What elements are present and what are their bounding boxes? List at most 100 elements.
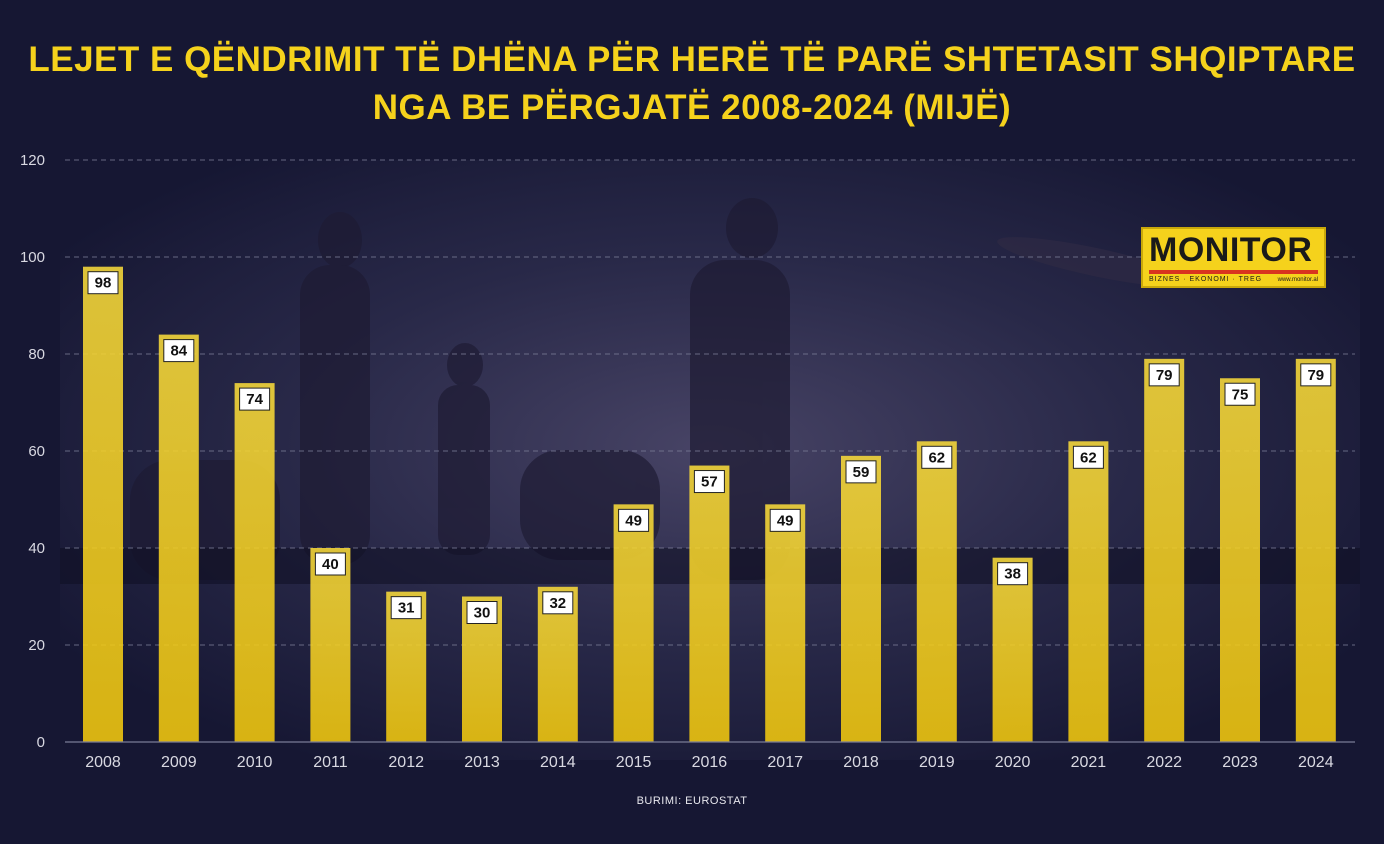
data-label-value: 62 xyxy=(928,449,945,466)
x-tick-label-2017: 2017 xyxy=(767,754,803,771)
bar-2008 xyxy=(83,266,123,742)
y-tick-label: 40 xyxy=(28,540,45,557)
data-label-box xyxy=(1300,363,1332,387)
x-tick-label-2008: 2008 xyxy=(85,754,121,771)
data-label-2020: 38 xyxy=(997,562,1029,586)
data-label-2015: 49 xyxy=(618,508,650,532)
data-label-box xyxy=(769,508,801,532)
data-labels-layer: 98 84 74 40 31 30 32 49 57 49 59 62 38 62 79 75 79 xyxy=(87,271,1332,624)
logo-url: www.monitor.al xyxy=(1277,277,1318,283)
data-label-2008: 98 xyxy=(87,271,119,295)
data-label-box xyxy=(542,591,574,615)
bar-2017 xyxy=(765,504,806,742)
bar-2019 xyxy=(916,441,957,742)
x-tick-label-2009: 2009 xyxy=(161,754,197,771)
bar-2022 xyxy=(1144,358,1185,742)
data-label-2014: 32 xyxy=(542,591,574,615)
data-label-2009: 84 xyxy=(163,339,195,363)
bar-2011 xyxy=(310,548,351,742)
data-label-value: 74 xyxy=(246,391,263,408)
y-tick-label: 60 xyxy=(28,443,45,460)
x-tick-label-2019: 2019 xyxy=(919,754,955,771)
data-label-value: 31 xyxy=(398,600,415,617)
data-label-value: 49 xyxy=(777,512,794,529)
x-tick-label-2010: 2010 xyxy=(237,754,273,771)
x-tick-label-2021: 2021 xyxy=(1071,754,1107,771)
data-label-2010: 74 xyxy=(239,387,271,411)
data-label-2013: 30 xyxy=(466,601,498,624)
x-tick-label-2022: 2022 xyxy=(1146,754,1182,771)
data-label-value: 84 xyxy=(170,343,187,360)
source-note: BURIMI: EUROSTAT xyxy=(636,795,748,807)
data-label-box xyxy=(87,271,119,295)
data-label-box xyxy=(390,596,422,620)
x-tick-label-2016: 2016 xyxy=(692,754,728,771)
data-label-value: 75 xyxy=(1232,386,1249,403)
bar-2021 xyxy=(1068,441,1109,742)
x-tick-label-2012: 2012 xyxy=(388,754,424,771)
data-label-value: 49 xyxy=(625,512,642,529)
data-label-value: 32 xyxy=(549,595,566,612)
bar-2024 xyxy=(1295,358,1336,742)
x-axis: 2008 2009 2010 2011 2012 2013 2014 2015 2016 2017… xyxy=(65,741,1355,771)
data-label-value: 57 xyxy=(701,474,718,491)
bars-layer xyxy=(83,266,1336,742)
data-label-box xyxy=(314,552,346,576)
logo-stripe xyxy=(1149,270,1318,274)
data-label-2016: 57 xyxy=(693,470,725,494)
data-label-value: 59 xyxy=(853,464,870,481)
x-tick-label-2015: 2015 xyxy=(616,754,652,771)
data-label-2023: 75 xyxy=(1224,382,1256,406)
y-tick-label: 0 xyxy=(37,734,45,751)
logo-wordmark: MONITOR xyxy=(1149,231,1313,269)
y-tick-label: 20 xyxy=(28,637,45,654)
data-label-value: 38 xyxy=(1004,566,1021,583)
data-label-box xyxy=(239,387,271,411)
y-axis: 0 20 40 60 80 100 120 xyxy=(20,152,45,751)
y-tick-label: 80 xyxy=(28,346,45,363)
data-label-2021: 62 xyxy=(1072,445,1104,469)
data-label-value: 40 xyxy=(322,556,339,573)
data-label-2011: 40 xyxy=(314,552,346,576)
x-tick-label-2024: 2024 xyxy=(1298,754,1334,771)
bar-2020 xyxy=(992,557,1033,742)
data-label-value: 98 xyxy=(95,275,112,292)
data-label-2018: 59 xyxy=(845,460,877,484)
data-label-box xyxy=(1224,382,1256,406)
data-label-2022: 79 xyxy=(1148,363,1180,387)
x-tick-label-2020: 2020 xyxy=(995,754,1031,771)
data-label-2012: 31 xyxy=(390,596,422,620)
data-label-box xyxy=(1072,445,1104,469)
data-label-box xyxy=(997,562,1029,586)
data-label-value: 30 xyxy=(474,605,491,622)
bar-2009 xyxy=(158,334,199,742)
chart-title-line2: NGA BE PËRGJATË 2008-2024 (MIJË) xyxy=(372,88,1012,127)
bar-2015 xyxy=(613,504,654,742)
x-tick-label-2011: 2011 xyxy=(313,754,348,771)
x-tick-label-2023: 2023 xyxy=(1222,754,1258,771)
y-tick-label: 120 xyxy=(20,152,45,169)
data-label-2017: 49 xyxy=(769,508,801,532)
bar-2010 xyxy=(234,383,275,742)
data-label-box xyxy=(693,470,725,494)
data-label-box xyxy=(163,339,195,363)
bar-2016 xyxy=(689,465,730,742)
data-label-box xyxy=(618,508,650,532)
data-label-box xyxy=(845,460,877,484)
data-label-box xyxy=(466,601,498,624)
y-tick-label: 100 xyxy=(20,249,45,266)
bar-2023 xyxy=(1220,378,1260,742)
chart-title-line1: LEJET E QËNDRIMIT TË DHËNA PËR HERË TË P… xyxy=(28,40,1356,79)
data-label-2024: 79 xyxy=(1300,363,1332,387)
data-label-value: 79 xyxy=(1156,367,1173,384)
data-label-box xyxy=(921,445,953,469)
data-label-2019: 62 xyxy=(921,445,953,469)
x-tick-label-2014: 2014 xyxy=(540,754,576,771)
logo-tagline: BIZNES · EKONOMI · TREG xyxy=(1149,276,1263,283)
monitor-logo: MONITOR BIZNES · EKONOMI · TREG www.moni… xyxy=(1141,227,1326,288)
x-tick-label-2018: 2018 xyxy=(843,754,879,771)
data-label-value: 62 xyxy=(1080,449,1097,466)
data-label-box xyxy=(1148,363,1180,387)
data-label-value: 79 xyxy=(1307,367,1324,384)
